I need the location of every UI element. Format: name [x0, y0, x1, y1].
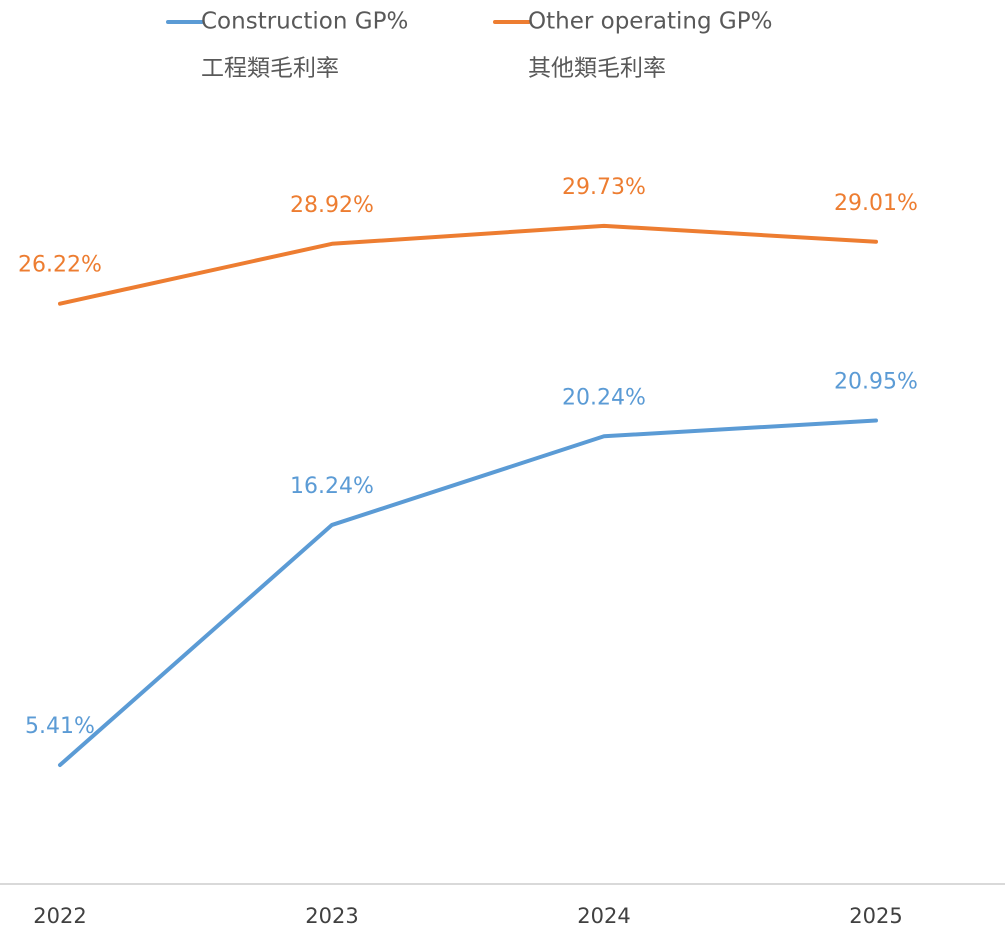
x-tick-label: 2022 — [33, 904, 86, 928]
data-label: 29.01% — [834, 191, 918, 216]
legend-label: Construction GP% — [201, 9, 408, 35]
data-label: 16.24% — [290, 474, 374, 499]
series-line — [58, 418, 878, 768]
legend-subtitle: 其他類毛利率 — [528, 56, 666, 82]
data-label: 20.95% — [834, 370, 918, 395]
legend-subtitle: 工程類毛利率 — [201, 56, 339, 82]
data-label: 28.92% — [290, 193, 374, 218]
data-label: 20.24% — [562, 385, 646, 410]
x-tick-label: 2023 — [305, 904, 358, 928]
x-tick-label: 2025 — [849, 904, 902, 928]
data-label: 26.22% — [18, 253, 102, 278]
data-label: 29.73% — [562, 175, 646, 200]
data-label: 5.41% — [25, 714, 95, 739]
x-tick-label: 2024 — [577, 904, 630, 928]
legend-label: Other operating GP% — [528, 9, 772, 35]
series-line — [58, 223, 878, 306]
